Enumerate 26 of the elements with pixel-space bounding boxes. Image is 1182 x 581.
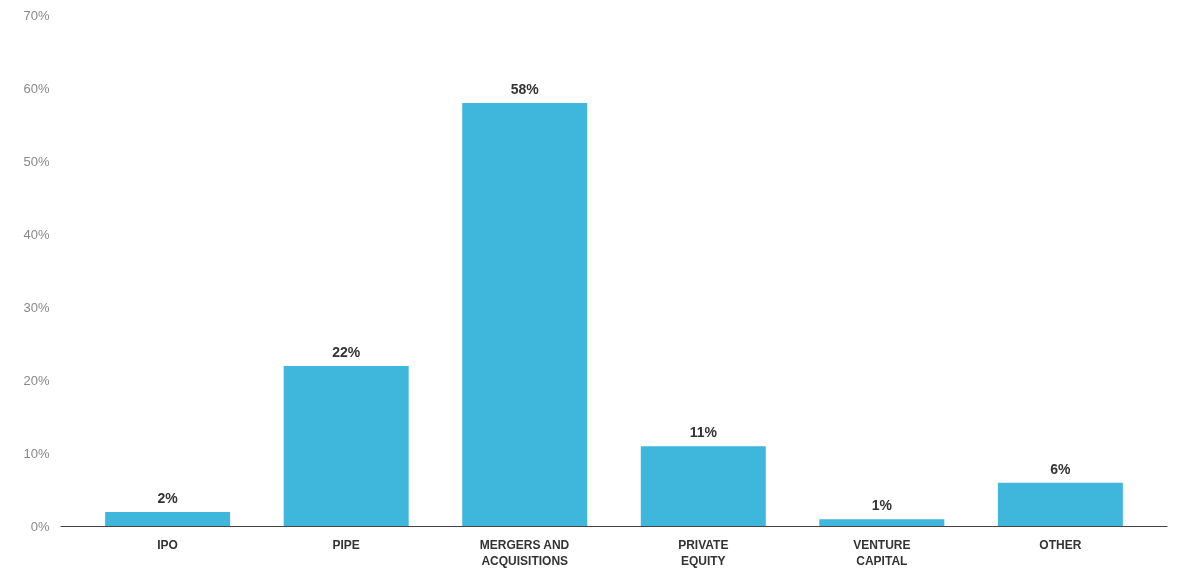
x-tick-label: MERGERS AND ACQUISITIONS: [479, 537, 570, 569]
x-tick-label: OTHER: [1039, 537, 1082, 552]
bar: [997, 482, 1123, 527]
x-tick-label: IPO: [157, 537, 178, 552]
y-tick-label: 20%: [23, 373, 50, 388]
y-tick-label: 10%: [23, 446, 50, 461]
y-tick-label: 0%: [30, 519, 50, 534]
bar: [283, 365, 409, 527]
y-tick-label: 40%: [23, 227, 50, 242]
data-label: 58%: [510, 81, 540, 98]
y-tick-label: 30%: [23, 300, 50, 315]
data-label: 1%: [871, 497, 893, 514]
data-label: 2%: [157, 489, 179, 506]
bar: [462, 103, 588, 527]
x-tick-label: VENTURE CAPITAL: [853, 537, 911, 569]
x-tick-label: PRIVATE EQUITY: [678, 537, 729, 569]
data-label: 6%: [1050, 460, 1072, 477]
data-label: 22%: [332, 343, 361, 360]
y-tick-label: 50%: [23, 154, 50, 169]
bar: [640, 446, 766, 527]
data-label: 11%: [689, 424, 718, 441]
bar: [819, 519, 945, 527]
x-tick-label: PIPE: [332, 537, 360, 552]
y-tick-label: 60%: [23, 81, 50, 96]
y-tick-label: 70%: [23, 8, 50, 23]
bar: [105, 511, 231, 527]
